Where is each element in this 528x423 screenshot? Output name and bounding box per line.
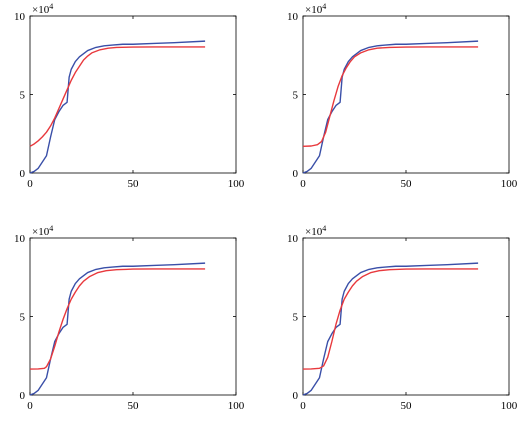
exponent-power-4: 4 (322, 224, 326, 233)
chart-panel-1: ×104 0 50 100 0 5 10 (14, 2, 245, 190)
chart-panel-3: ×104 0 50 100 0 5 10 (14, 224, 245, 412)
exponent-label-2: ×104 (305, 2, 326, 16)
chart-panel-4: ×104 0 50 100 0 5 10 (287, 224, 518, 412)
series-line-blue (29, 40, 206, 174)
y-tick-label: 10 (287, 233, 299, 245)
y-tick-label: 10 (14, 11, 26, 23)
exponent-power-3: 4 (49, 224, 53, 233)
exponent-base-2: ×10 (305, 4, 323, 16)
exponent-base-4: ×10 (305, 226, 323, 238)
x-tick-label: 100 (228, 178, 245, 190)
x-tick-label: 50 (128, 178, 140, 190)
exponent-base-1: ×10 (32, 4, 50, 16)
exponent-label-1: ×104 (32, 2, 53, 16)
series-line-red (302, 46, 479, 148)
x-tick-label: 0 (300, 178, 306, 190)
exponent-base-3: ×10 (32, 226, 50, 238)
y-tick-label: 10 (287, 11, 299, 23)
series-line-blue (29, 262, 206, 396)
axes-frame (29, 15, 237, 174)
x-tick-label: 0 (27, 178, 33, 190)
exponent-label-3: ×104 (32, 224, 53, 238)
x-tick-label: 50 (128, 400, 140, 412)
series-line-red (29, 268, 206, 370)
y-tick-label: 0 (20, 390, 26, 402)
chart-panel-2: ×104 0 50 100 0 5 10 (287, 2, 518, 190)
axes-frame (302, 15, 510, 174)
axes-frame (302, 237, 510, 396)
x-tick-label: 50 (401, 178, 413, 190)
y-tick-label: 10 (14, 233, 26, 245)
series-line-red (29, 46, 206, 147)
y-tick-label: 5 (293, 312, 299, 324)
series-line-red (302, 268, 479, 370)
y-tick-label: 0 (293, 168, 299, 180)
series-line-blue (302, 40, 479, 174)
x-tick-label: 100 (501, 400, 518, 412)
x-tick-label: 100 (501, 178, 518, 190)
y-tick-label: 0 (293, 390, 299, 402)
x-tick-label: 0 (300, 400, 306, 412)
y-tick-label: 5 (293, 90, 299, 102)
series-line-blue (302, 262, 479, 396)
exponent-power-1: 4 (49, 2, 53, 11)
exponent-power-2: 4 (322, 2, 326, 11)
y-tick-label: 0 (20, 168, 26, 180)
axes-frame (29, 237, 237, 396)
y-tick-label: 5 (20, 90, 26, 102)
x-tick-label: 100 (228, 400, 245, 412)
exponent-label-4: ×104 (305, 224, 326, 238)
x-tick-label: 0 (27, 400, 33, 412)
y-tick-label: 5 (20, 312, 26, 324)
x-tick-label: 50 (401, 400, 413, 412)
